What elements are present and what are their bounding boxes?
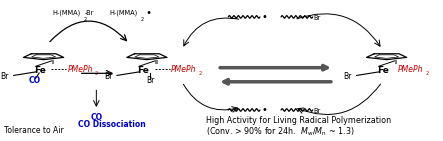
Text: III: III bbox=[155, 60, 159, 65]
Text: 2: 2 bbox=[425, 71, 428, 76]
Text: 2: 2 bbox=[140, 16, 144, 22]
Text: CO: CO bbox=[90, 113, 102, 122]
Text: PMePh: PMePh bbox=[397, 65, 423, 74]
Text: (Conv. > 90% for 24h.  $M_{\rm w}/M_{\rm n}$ ~ 1.3): (Conv. > 90% for 24h. $M_{\rm w}/M_{\rm … bbox=[206, 126, 355, 138]
Text: Br: Br bbox=[344, 72, 352, 81]
Text: PMePh: PMePh bbox=[67, 65, 93, 74]
Text: Fe: Fe bbox=[137, 66, 149, 75]
Text: PMePh: PMePh bbox=[171, 65, 196, 74]
Text: CO: CO bbox=[29, 76, 41, 85]
Text: 2: 2 bbox=[83, 16, 86, 22]
Text: II: II bbox=[51, 60, 54, 65]
Text: -Br: -Br bbox=[85, 10, 94, 16]
Text: Br: Br bbox=[146, 76, 155, 85]
Text: H-(MMA): H-(MMA) bbox=[109, 9, 138, 16]
Text: •: • bbox=[261, 12, 267, 22]
Text: Br: Br bbox=[314, 15, 321, 21]
Text: H-(MMA): H-(MMA) bbox=[52, 9, 81, 16]
Text: 2: 2 bbox=[198, 71, 202, 76]
Text: Fe: Fe bbox=[34, 66, 46, 75]
Text: Br: Br bbox=[104, 72, 113, 81]
Text: Fe: Fe bbox=[377, 66, 389, 75]
Text: II: II bbox=[395, 60, 397, 65]
Text: Tolerance to Air: Tolerance to Air bbox=[4, 126, 64, 135]
Text: High Activity for Living Radical Polymerization: High Activity for Living Radical Polymer… bbox=[206, 116, 392, 125]
Text: CO Dissociation: CO Dissociation bbox=[78, 120, 146, 129]
Text: 2: 2 bbox=[95, 71, 98, 76]
Text: •: • bbox=[261, 105, 267, 115]
Text: Br: Br bbox=[1, 72, 9, 81]
Text: Br: Br bbox=[314, 108, 321, 114]
Text: •: • bbox=[143, 8, 152, 18]
